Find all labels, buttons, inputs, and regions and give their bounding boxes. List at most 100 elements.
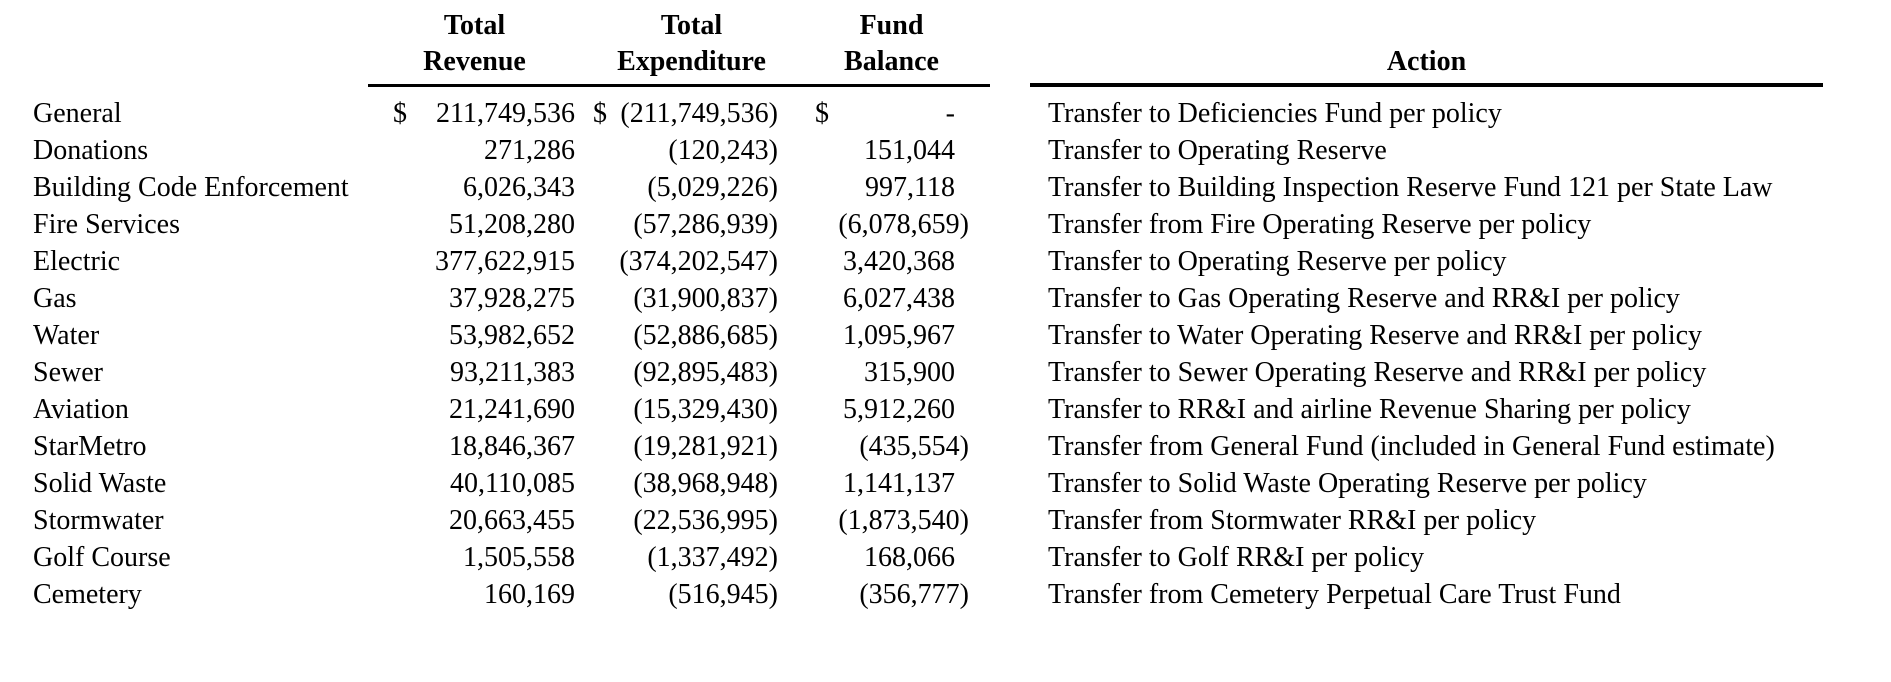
action-cell: Transfer to Operating Reserve per policy [1048,246,1507,277]
fund-balance-cell: 151,044 [778,132,975,169]
column-spacer [975,317,1048,354]
fund-balance-cell-value: 315,900 [864,357,955,388]
fund-name-cell: Building Code Enforcement [33,172,349,203]
action-cell: Transfer to Deficiencies Fund per policy [1048,98,1502,129]
table-row: Solid Waste 40,110,085 (38,968,948) 1,141,1… [0,465,1891,502]
fund-balance-cell: 5,912,260 [778,391,975,428]
fund-balance-cell: 1,141,137 [778,465,975,502]
total-revenue-cell-value: 40,110,085 [450,468,575,499]
fund-name-cell: Solid Waste [33,468,167,499]
table-row: Electric 377,622,915 (374,202,547) 3,420,36… [0,243,1891,280]
total-revenue-cell-value: 6,026,343 [463,172,575,203]
action-cell: Transfer from Stormwater RR&I per policy [1048,505,1537,536]
total-expenditure-cell: (92,895,483) [585,354,778,391]
action-cell: Transfer to Sewer Operating Reserve and … [1048,357,1707,388]
total-expenditure-cell-value: (5,029,226) [647,172,778,203]
total-revenue-cell: 40,110,085 [364,465,585,502]
action-cell: Transfer to Water Operating Reserve and … [1048,320,1703,351]
fund-name-cell: Electric [33,246,121,277]
action-header: Action [1386,46,1467,77]
currency-symbol: $ [393,98,407,129]
table-row: Aviation 21,241,690 (15,329,430) 5,912,260 T… [0,391,1891,428]
total-revenue-cell-value: 51,208,280 [449,209,575,240]
total-revenue-cell: 1,505,558 [364,539,585,576]
expenditure-header-line1: Total [660,10,723,41]
fund-name-cell: Gas [33,283,77,314]
total-expenditure-cell: (120,243) [585,132,778,169]
action-cell: Transfer from Cemetery Perpetual Care Tr… [1048,579,1621,610]
action-cell: Transfer to Golf RR&I per policy [1048,542,1425,573]
column-spacer [975,539,1048,576]
total-expenditure-cell: (52,886,685) [585,317,778,354]
action-cell: Transfer from General Fund (included in … [1048,431,1775,462]
total-expenditure-cell-value: (31,900,837) [633,283,778,314]
total-expenditure-cell-value: (92,895,483) [633,357,778,388]
column-spacer [975,169,1048,206]
fund-name-cell: Sewer [33,357,103,388]
column-spacer [975,428,1048,465]
total-expenditure-cell: (15,329,430) [585,391,778,428]
total-revenue-cell: 21,241,690 [364,391,585,428]
total-expenditure-cell: (1,337,492) [585,539,778,576]
table-row: Cemetery 160,169 (516,945) (356,777) Transfe… [0,576,1891,613]
total-expenditure-cell: (57,286,939) [585,206,778,243]
action-column-underline [1030,83,1823,87]
fund-balance-cell: 6,027,438 [778,280,975,317]
total-revenue-cell: 377,622,915 [364,243,585,280]
total-revenue-cell: 20,663,455 [364,502,585,539]
table-row: General $211,749,536 $ (211,749,536) $ - Trans… [0,95,1891,132]
fund-balance-cell: (435,554) [778,428,975,465]
total-expenditure-cell-value: (52,886,685) [633,320,778,351]
fund-balance-cell-value: 6,027,438 [843,283,955,314]
fund-name-cell: StarMetro [33,431,147,462]
fund-balance-cell-value: 151,044 [864,135,955,166]
total-revenue-cell-value: 377,622,915 [435,246,575,277]
total-revenue-cell-value: 1,505,558 [463,542,575,573]
fund-balance-cell: 997,118 [778,169,975,206]
fund-balance-cell-value: 168,066 [864,542,955,573]
fund-balance-cell-value: (6,078,659) [838,209,969,240]
action-cell: Transfer to RR&I and airline Revenue Sha… [1048,394,1691,425]
total-expenditure-cell-value: (57,286,939) [633,209,778,240]
numeric-columns-underline [368,84,990,87]
table-row: Gas 37,928,275 (31,900,837) 6,027,438 Transf… [0,280,1891,317]
fund-balance-cell-value: (356,777) [859,579,969,610]
total-revenue-cell-value: 93,211,383 [450,357,575,388]
total-revenue-cell: $211,749,536 [364,95,585,132]
table-body: General $211,749,536 $ (211,749,536) $ - Trans… [0,95,1891,613]
total-revenue-cell-value: 18,846,367 [449,431,575,462]
total-expenditure-cell: (5,029,226) [585,169,778,206]
fund-name-cell: Fire Services [33,209,180,240]
column-spacer [975,465,1048,502]
total-revenue-cell: 93,211,383 [364,354,585,391]
total-expenditure-cell-value: (19,281,921) [633,431,778,462]
total-expenditure-cell: (31,900,837) [585,280,778,317]
total-expenditure-cell-value: (516,945) [668,579,778,610]
fund-balance-cell-value: (1,873,540) [838,505,969,536]
column-spacer [975,132,1048,169]
total-expenditure-cell-value: (120,243) [668,135,778,166]
total-revenue-cell-value: 53,982,652 [449,320,575,351]
total-revenue-cell: 53,982,652 [364,317,585,354]
column-spacer [975,95,1048,132]
total-revenue-cell: 271,286 [364,132,585,169]
total-revenue-cell: 160,169 [364,576,585,613]
total-revenue-cell-value: 160,169 [484,579,575,610]
fund-name-cell: General [33,98,122,129]
fund-name-cell: Golf Course [33,542,171,573]
table-row: Donations 271,286 (120,243) 151,044 Transfer… [0,132,1891,169]
balance-header-line1: Fund [859,10,924,41]
fund-balance-cell: (6,078,659) [778,206,975,243]
fund-name-cell: Aviation [33,394,129,425]
column-spacer [975,502,1048,539]
fund-name-cell: Donations [33,135,149,166]
fund-balance-cell-value: 1,095,967 [843,320,955,351]
fund-balance-cell: 315,900 [778,354,975,391]
total-expenditure-cell: $ (211,749,536) [585,95,778,132]
column-spacer [975,354,1048,391]
action-cell: Transfer from Fire Operating Reserve per… [1048,209,1592,240]
total-expenditure-cell-value: (22,536,995) [633,505,778,536]
total-revenue-cell-value: 271,286 [484,135,575,166]
revenue-header-line2: Revenue [423,46,526,77]
action-cell: Transfer to Operating Reserve [1048,135,1387,166]
